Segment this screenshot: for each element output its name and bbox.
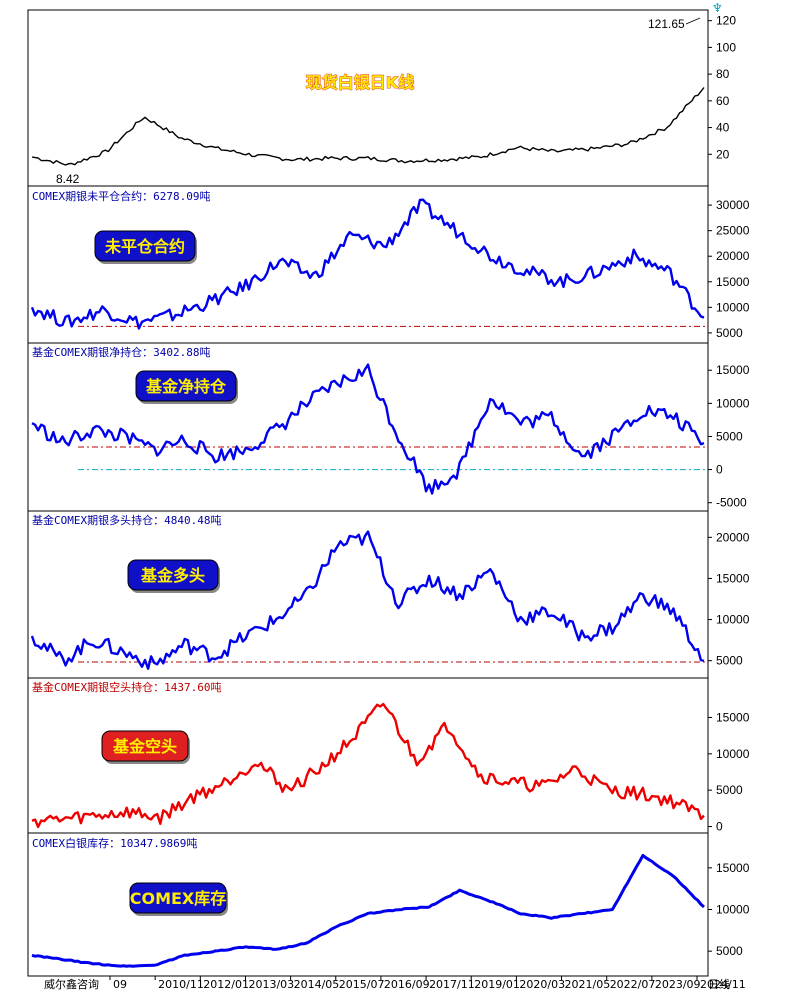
y-tick-label: 10000 <box>716 396 750 410</box>
chart-badge: 基金净持仓 <box>145 377 227 396</box>
y-tick-label: -5000 <box>716 496 747 510</box>
high-pointer <box>685 17 701 25</box>
badge-box <box>135 370 237 402</box>
panel-6: 5000 10000 15000 COMEX白银库存：10347.9869吨 COMEX… <box>28 832 750 968</box>
footer-brand: 威尔鑫咨询 <box>44 977 99 990</box>
chart-badge: COMEX库存 <box>130 889 227 908</box>
y-tick-label: 30000 <box>716 198 750 212</box>
x-tick-label: 2017/11 <box>429 978 475 990</box>
panel-title: 基金COMEX期银多头持仓：4840.48吨 <box>32 513 221 527</box>
y-tick-label: 5000 <box>716 326 743 340</box>
x-tick-label: 2022/07 <box>610 978 656 990</box>
y-tick-label: 5000 <box>716 944 743 958</box>
y-tick-label: 120 <box>716 14 736 28</box>
footer-period: 日线 <box>708 977 730 990</box>
y-tick-label: 20000 <box>716 249 750 263</box>
y-tick-label: 20 <box>716 147 730 161</box>
marker-icon: ♆ <box>712 1 723 15</box>
series-line <box>31 853 705 968</box>
y-tick-label: 10000 <box>716 747 750 761</box>
panel-3: -5000 0 5000 10000 15000 基金COMEX期银净持仓：3402.88… <box>28 342 750 510</box>
x-tick-label: 2015/07 <box>339 978 385 990</box>
chart-badge: 基金空头 <box>112 737 177 756</box>
low-annotation: 8.42 <box>56 172 80 186</box>
chart-badge: 现货白银日K线 <box>306 73 414 92</box>
badge-box <box>101 730 189 762</box>
panel-title: 基金COMEX期银净持仓：3402.88吨 <box>32 345 210 359</box>
panel-title: COMEX白银库存：10347.9869吨 <box>32 836 197 850</box>
chart-badge: 未平仓合约 <box>104 237 185 256</box>
series-line <box>30 530 705 670</box>
panel-title: COMEX期银未平仓合约：6278.09吨 <box>32 189 210 203</box>
x-tick-label: 2024/11 <box>700 978 746 990</box>
y-tick-label: 40 <box>716 121 730 135</box>
y-tick-label: 5000 <box>716 783 743 797</box>
panel-4: 5000 10000 15000 20000 基金COMEX期银多头持仓：4840.48… <box>28 510 750 670</box>
y-tick-label: 20000 <box>716 530 750 544</box>
y-tick-label: 15000 <box>716 710 750 724</box>
x-tick-label: 2013/03 <box>248 978 294 990</box>
x-tick-label: 09 <box>113 978 127 990</box>
y-tick-label: 100 <box>716 40 736 54</box>
high-annotation: 121.65 <box>648 17 685 31</box>
panel-5: 0 5000 10000 15000 基金COMEX期银空头持仓：1437.60吨基金空… <box>28 677 750 834</box>
series-line <box>31 87 705 166</box>
y-tick-label: 15000 <box>716 861 750 875</box>
y-tick-label: 0 <box>716 463 723 477</box>
badge-box <box>127 559 219 591</box>
panel-2: 5000 10000 15000 20000 25000 30000 COMEX期银未平仓合… <box>28 185 750 340</box>
x-tick-label: 2023/09 <box>655 978 701 990</box>
x-tick-label: 2016/09 <box>384 978 430 990</box>
y-tick-label: 15000 <box>716 275 750 289</box>
y-tick-label: 10000 <box>716 300 750 314</box>
series-line <box>31 363 705 495</box>
x-tick-label: 2014/05 <box>294 978 340 990</box>
y-tick-label: 25000 <box>716 224 750 238</box>
y-tick-label: 5000 <box>716 654 743 668</box>
y-tick-label: 15000 <box>716 571 750 585</box>
x-tick-label: 2021/05 <box>565 978 611 990</box>
y-tick-label: 10000 <box>716 613 750 627</box>
badge-box <box>129 882 227 914</box>
y-tick-label: 60 <box>716 94 730 108</box>
badge-box <box>94 230 196 262</box>
y-tick-label: 80 <box>716 67 730 81</box>
y-tick-label: 0 <box>716 820 723 834</box>
y-tick-label: 10000 <box>716 903 750 917</box>
y-tick-label: 5000 <box>716 429 743 443</box>
x-tick-label: 2019/01 <box>474 978 520 990</box>
x-tick-label: 2010/11 <box>158 978 204 990</box>
chart-frame <box>27 9 709 977</box>
chart-badge: 基金多头 <box>140 566 205 585</box>
series-line <box>31 702 705 829</box>
panel-title: 基金COMEX期银空头持仓：1437.60吨 <box>32 680 221 694</box>
x-tick-label: 2012/01 <box>203 978 249 990</box>
y-tick-label: 15000 <box>716 363 750 377</box>
x-tick-label: 2020/03 <box>519 978 565 990</box>
series-line <box>30 198 705 330</box>
panel-1: 20 40 60 80 100 120 现货白银日K线 121.65 8.42 ♆ <box>31 1 736 186</box>
